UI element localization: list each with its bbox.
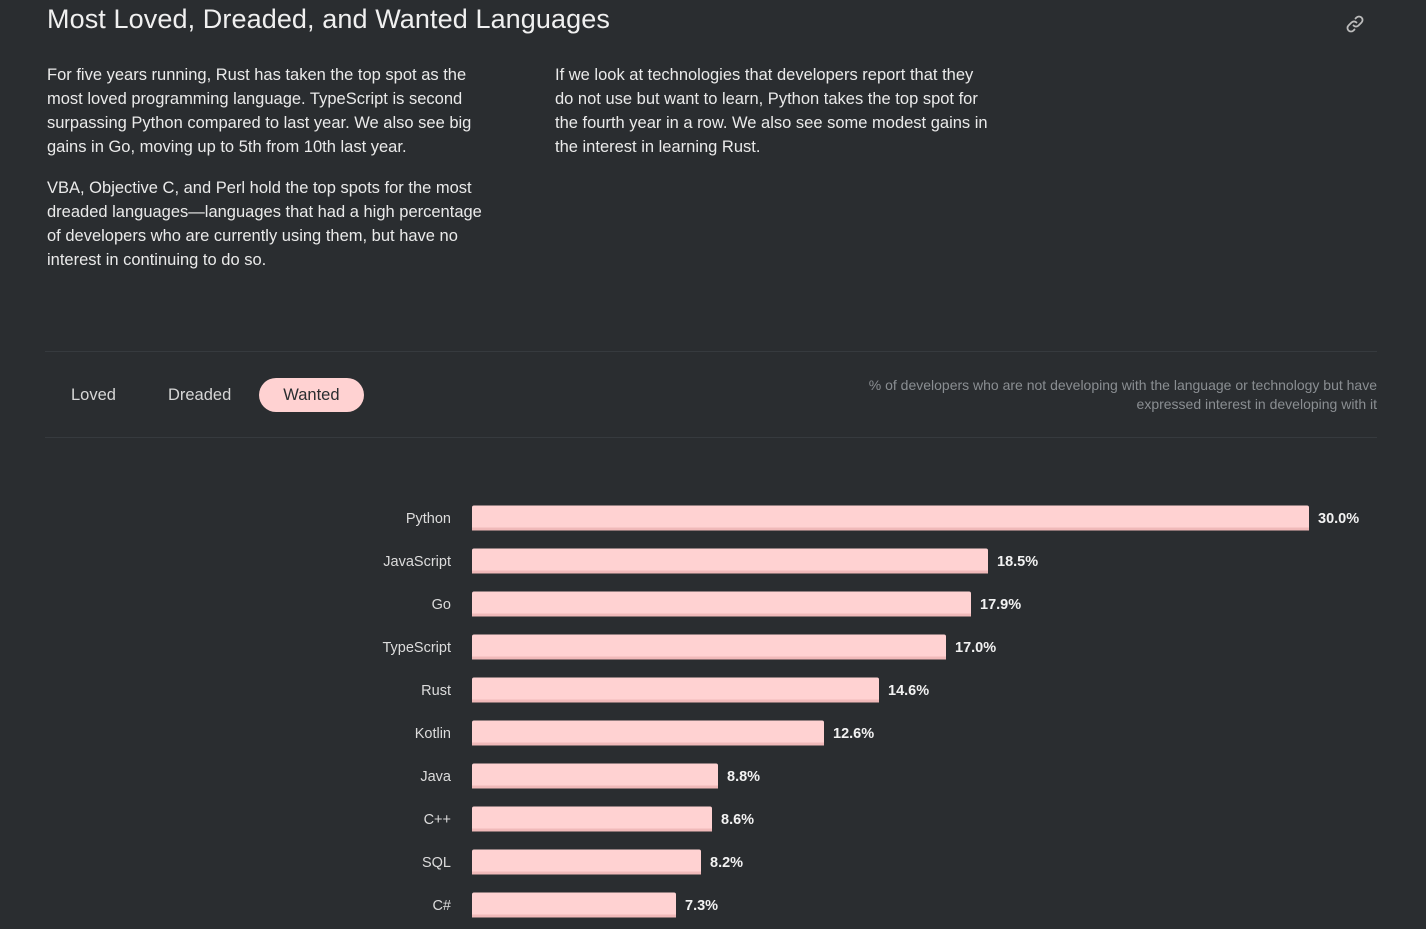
bar-shadow — [472, 613, 971, 617]
tab-bar: Loved Dreaded Wanted — [47, 378, 364, 412]
bar-value-label: 12.6% — [833, 726, 874, 742]
bar-shadow — [472, 699, 879, 703]
bar-shadow — [472, 742, 824, 746]
bar-shadow — [472, 656, 946, 660]
bar-category-label: Go — [432, 597, 451, 613]
bar-sql[interactable] — [472, 849, 701, 875]
bar-python[interactable] — [472, 505, 1309, 531]
bar-category-label: Kotlin — [415, 726, 451, 742]
bar-c-[interactable] — [472, 892, 676, 918]
bar-value-label: 30.0% — [1318, 511, 1359, 527]
intro-paragraph: For five years running, Rust has taken t… — [47, 66, 472, 156]
bar-category-label: Java — [420, 769, 452, 785]
chart-caption: % of developers who are not developing w… — [868, 377, 1377, 412]
bar-category-label: TypeScript — [383, 640, 452, 656]
bar-shadow — [472, 914, 676, 918]
bar-shadow — [472, 570, 988, 574]
intro-right-column: If we look at technologies that develope… — [555, 63, 995, 176]
section-title: Most Loved, Dreaded, and Wanted Language… — [47, 4, 610, 34]
link-icon[interactable] — [1343, 12, 1367, 36]
bar-value-label: 8.6% — [721, 812, 754, 828]
divider — [45, 351, 1377, 352]
bar-shadow — [472, 871, 701, 875]
intro-paragraph: VBA, Objective C, and Perl hold the top … — [47, 179, 482, 269]
bar-shadow — [472, 828, 712, 832]
bar-kotlin[interactable] — [472, 720, 824, 746]
bar-value-label: 7.3% — [685, 898, 718, 914]
divider — [45, 437, 1377, 438]
intro-left-column: For five years running, Rust has taken t… — [47, 63, 492, 289]
intro-paragraph: If we look at technologies that develope… — [555, 66, 988, 156]
bar-shadow — [472, 785, 718, 789]
bar-shadow — [472, 527, 1309, 531]
bar-category-label: C++ — [424, 812, 451, 828]
bar-value-label: 17.9% — [980, 597, 1021, 613]
tab-wanted[interactable]: Wanted — [259, 378, 364, 412]
bar-category-label: Python — [406, 511, 451, 527]
bar-value-label: 18.5% — [997, 554, 1038, 570]
tab-dreaded[interactable]: Dreaded — [167, 386, 232, 404]
bar-value-label: 8.8% — [727, 769, 760, 785]
tab-loved[interactable]: Loved — [71, 386, 116, 404]
bar-category-label: Rust — [421, 683, 451, 699]
bar-category-label: C# — [432, 898, 451, 914]
bar-value-label: 14.6% — [888, 683, 929, 699]
bar-c-[interactable] — [472, 806, 712, 832]
bar-category-label: JavaScript — [383, 554, 451, 570]
bar-value-label: 8.2% — [710, 855, 743, 871]
bar-category-label: SQL — [422, 855, 451, 871]
bar-rust[interactable] — [472, 677, 879, 703]
bar-typescript[interactable] — [472, 634, 946, 660]
bar-java[interactable] — [472, 763, 718, 789]
bar-go[interactable] — [472, 591, 971, 617]
bar-value-label: 17.0% — [955, 640, 996, 656]
bar-javascript[interactable] — [472, 548, 988, 574]
